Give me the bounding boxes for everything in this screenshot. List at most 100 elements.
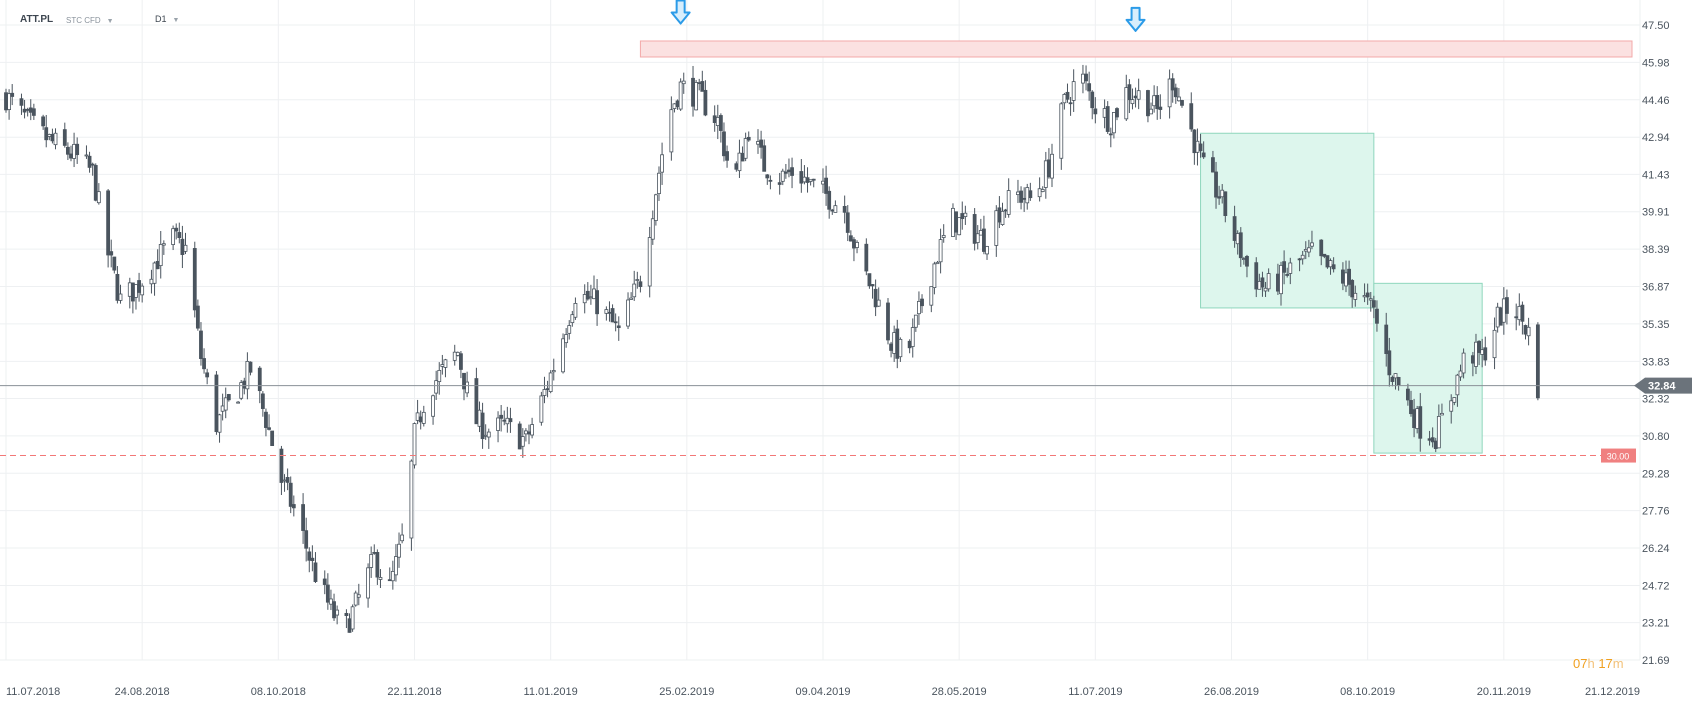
y-tick-label: 36.87 [1642,282,1670,294]
timer-minutes: 17 [1598,656,1613,671]
candle-body [1480,349,1485,355]
candle-body [1418,406,1423,439]
candle-body [1263,287,1268,292]
candle-body [1105,106,1110,132]
candle-body [267,427,271,430]
candle-body [1297,258,1302,261]
x-tick-label: 26.08.2019 [1204,686,1259,698]
candle-body [431,395,435,417]
candle-body [1167,78,1172,108]
candle-body [1505,297,1509,314]
candle-body [657,172,661,195]
candle-body [978,230,983,236]
candle-body [7,93,11,110]
x-tick-label: 08.10.2019 [1340,686,1395,698]
candle-body [344,612,349,616]
down-arrow-icon [670,0,691,25]
candle-body [1065,91,1070,100]
candle-body [115,274,120,301]
candle-body [1341,269,1345,284]
candle-body [867,273,872,287]
candle-body [1492,329,1497,359]
candle-body [1071,81,1076,101]
candle-body [975,233,980,243]
candle-body [366,567,370,599]
support-level-tag [1601,448,1636,463]
candle-body [270,430,275,446]
candle-body [1189,103,1194,130]
candle-body [932,263,937,289]
candle-body [62,129,67,146]
candle-body [1102,108,1107,118]
candle-body [452,351,457,361]
candle-body [1006,190,1011,215]
candle-body [158,244,163,267]
candle-body [1068,102,1073,105]
timeframe-dropdown[interactable]: D1 ▼ [155,14,179,24]
candle-body [678,81,683,110]
candle-body [920,298,924,307]
candle-body [799,171,804,184]
candle-body [561,338,565,373]
candle-body [440,364,445,367]
candle-body [496,417,500,431]
candle-body [459,353,463,370]
candle-body [765,174,770,179]
candle-body [390,571,395,582]
candle-body [827,190,832,210]
candle-body [1455,374,1460,396]
candle-body [1115,108,1119,118]
candle-body [353,592,358,606]
candle-body [369,554,374,568]
candle-body [96,191,101,204]
candle-body [1526,326,1531,337]
x-tick-label: 08.10.2018 [251,686,306,698]
support-level-label: 30.00 [1607,452,1630,462]
candle-body [347,618,352,633]
candle-body [465,381,470,394]
candle-body [585,290,590,300]
candle-body [821,180,825,185]
x-tick-label: 20.11.2019 [1477,686,1531,698]
candle-body [1192,129,1197,154]
candle-body [542,389,547,396]
candle-body [285,477,290,483]
candle-body [350,606,355,630]
candle-body [616,325,621,329]
candle-body [1022,197,1027,200]
candle-body [907,340,912,349]
candle-body [1285,274,1290,276]
candle-body [756,141,760,145]
candle-body [1037,188,1042,198]
x-tick-label: 11.07.2019 [1068,686,1122,698]
candle-body [1238,232,1243,259]
candle-body [1124,87,1129,120]
candle-body [1368,298,1373,301]
candle-body [1514,316,1519,319]
candle-body [335,609,340,616]
candle-body [1180,100,1184,106]
candle-body [50,133,55,142]
candle-body [307,551,312,561]
candle-body [876,299,881,307]
instrument-label: STC CFD [66,16,101,25]
candle-body [127,282,132,297]
candle-body [1158,106,1163,110]
chevron-down-icon: ▼ [172,17,180,24]
candle-body [1427,438,1432,441]
candle-body [787,169,791,173]
y-tick-label: 44.46 [1642,95,1670,107]
current-price-label: 32.84 [1648,381,1676,393]
candle-body [830,209,835,212]
candle-body [1040,189,1045,192]
candle-body [935,261,940,265]
candle-body [47,134,52,137]
timeframe-label: D1 [155,14,167,24]
candle-body [1232,216,1237,241]
candle-body [87,155,92,168]
instrument-dropdown[interactable]: STC CFD ▼ [66,16,114,25]
symbol-label[interactable]: ATT.PL [20,14,54,25]
candle-body [1059,103,1064,159]
candle-body [28,107,33,113]
